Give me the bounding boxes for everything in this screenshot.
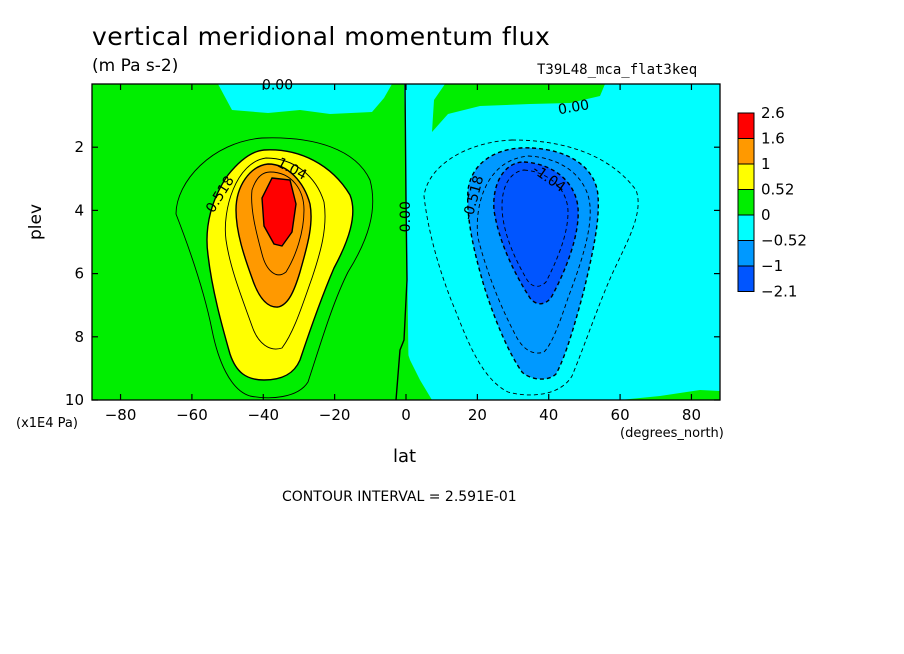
- colorbar-swatch: [737, 112, 755, 139]
- y-tick-label: 6: [74, 265, 84, 283]
- contour-south-0p78: [224, 157, 326, 350]
- colorbar-label: 1.6: [761, 130, 785, 148]
- colorbar-label: 1: [761, 155, 771, 173]
- colorbar-swatch: [737, 240, 755, 267]
- x-tick-label: −40: [247, 406, 279, 424]
- y-ticks: 2 4 6 8 10: [65, 138, 720, 409]
- y-axis-units: (x1E4 Pa): [16, 416, 78, 431]
- y-tick-label: 4: [74, 201, 84, 219]
- colorbar-label: 0: [761, 206, 771, 224]
- x-tick-label: −80: [105, 406, 137, 424]
- contour-south-1p30: [251, 171, 305, 276]
- contour-zero-equator: [395, 84, 408, 400]
- contour-north-m0p26: [423, 139, 639, 396]
- contour-interval: CONTOUR INTERVAL = 2.591E-01: [282, 489, 517, 505]
- colorbar-label: 2.6: [761, 104, 785, 122]
- chart-units: (m Pa s-2): [92, 56, 179, 76]
- contour-north-m1p30: [501, 169, 569, 287]
- field-north-top-positive: [432, 84, 605, 132]
- field-north-deepblue: [493, 161, 579, 305]
- y-tick-label: 8: [74, 328, 84, 346]
- colorbar-label: −1: [761, 257, 783, 275]
- colorbar-swatch: [737, 138, 755, 165]
- field-north-bottom-positive: [620, 390, 720, 400]
- colorbar-label: −0.52: [761, 232, 807, 250]
- contour-label: 0.00: [262, 78, 293, 94]
- colorbar-swatch: [737, 214, 755, 241]
- y-tick-label: 2: [74, 138, 84, 156]
- x-tick-label: −20: [319, 406, 351, 424]
- field-equator-tongue: [395, 340, 432, 400]
- colorbar-label: −2.1: [761, 283, 797, 301]
- x-tick-label: 40: [539, 406, 558, 424]
- y-axis-label: plev: [26, 203, 46, 240]
- colorbar-label: 0.52: [761, 181, 794, 199]
- field-south-red: [261, 177, 297, 247]
- colorbar-swatch: [737, 265, 755, 292]
- chart-title: vertical meridional momentum flux: [92, 22, 551, 51]
- contour-lines: [175, 84, 639, 400]
- x-ticks: −80 −60 −40 −20 0 20 40 60 80: [105, 84, 701, 424]
- x-axis-label: lat: [393, 446, 417, 467]
- contour-north-m0p78: [476, 155, 591, 354]
- x-tick-label: 0: [401, 406, 411, 424]
- x-tick-label: 20: [468, 406, 487, 424]
- colorbar-swatch: [737, 189, 755, 216]
- x-axis-units: (degrees_north): [620, 426, 724, 441]
- contour-south-0p26: [175, 137, 374, 399]
- x-tick-label: 60: [611, 406, 630, 424]
- colorbar: 2.6 1.6 1 0.52 0 −0.52 −1 −2.1: [737, 104, 807, 301]
- colorbar-swatch: [737, 163, 755, 190]
- x-tick-label: −60: [176, 406, 208, 424]
- field-south-top-negative: [218, 84, 392, 114]
- dataset-label: T39L48_mca_flat3keq: [537, 62, 698, 78]
- contour-label: 0.00: [398, 201, 414, 232]
- contour-label: 0.00: [557, 97, 590, 118]
- field-south-bottom-strip: [92, 392, 170, 400]
- y-tick-label: 10: [65, 391, 84, 409]
- x-tick-label: 80: [682, 406, 701, 424]
